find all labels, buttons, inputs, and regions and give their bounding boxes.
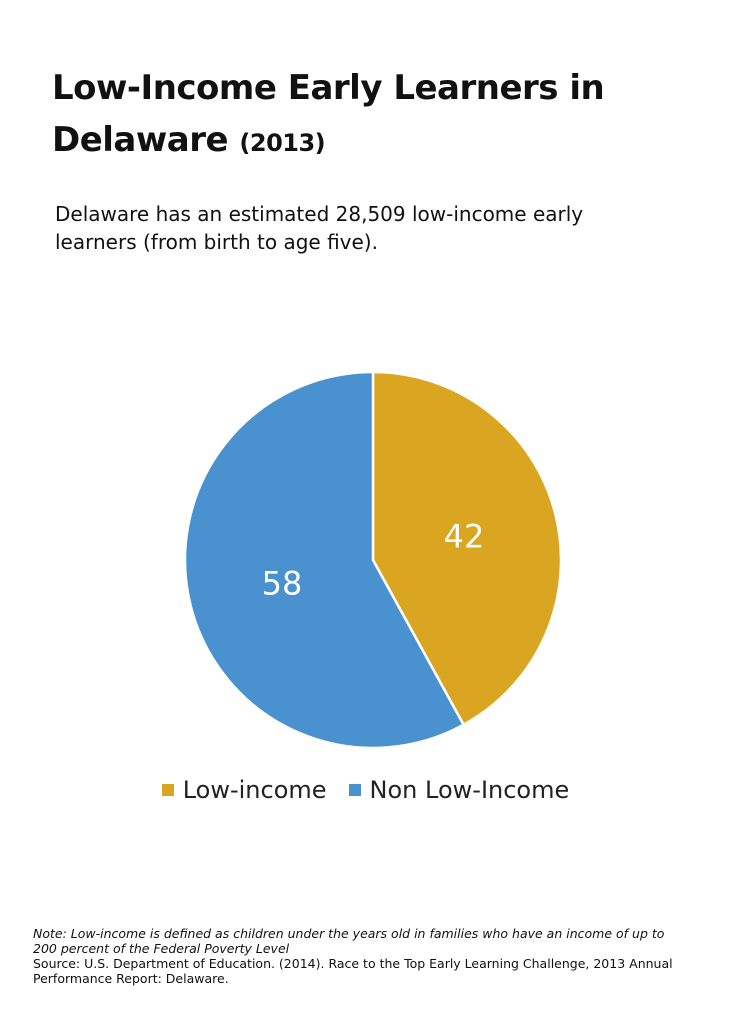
legend-item-non-low-income: Non Low-Income [348,776,570,804]
pie-chart: 42 58 [183,370,563,750]
legend-swatch-low-income [161,784,174,796]
legend-label-non-low-income: Non Low-Income [369,776,570,804]
pie-slice-non-low-income [183,370,465,750]
pie-label-low-income: 42 [444,518,485,556]
chart-legend: Low-income Non Low-Income [0,776,731,804]
pie-data-labels: 42 58 [262,518,485,603]
legend-label-low-income: Low-income [182,776,327,804]
pie-slices [183,370,563,750]
footnotes: Note: Low-income is defined as children … [33,926,673,986]
legend-swatch-non-low-income [348,784,361,796]
footnote-note: Note: Low-income is defined as children … [33,926,665,956]
chart-title: Low-Income Early Learners in Delaware (2… [52,62,692,169]
legend-item-low-income: Low-income [161,776,327,804]
chart-title-year: (2013) [239,129,326,157]
footnote-source: Source: U.S. Department of Education. (2… [33,956,673,986]
chart-subtitle: Delaware has an estimated 28,509 low-inc… [55,202,584,254]
chart-title-text: Low-Income Early Learners in Delaware [52,68,605,160]
pie-label-non-low-income: 58 [262,564,303,602]
pie-slice-low-income [371,370,563,726]
